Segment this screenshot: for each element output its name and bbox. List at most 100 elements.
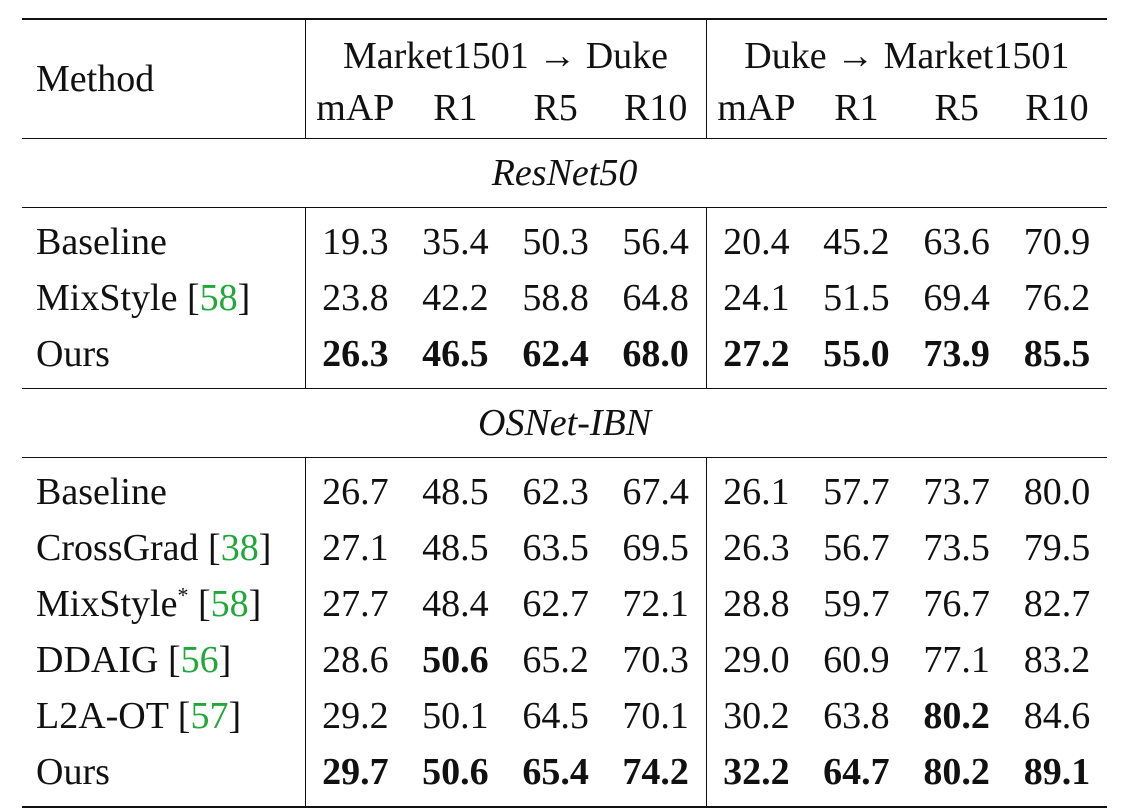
value-cell: 56.4 bbox=[605, 207, 707, 270]
value-cell: 51.5 bbox=[823, 277, 890, 319]
method-name: Ours bbox=[36, 333, 110, 375]
table-row: DDAIG [56] 28.6 50.6 65.2 70.3 29.0 60.9 77.1 83… bbox=[22, 632, 1107, 688]
value-cell: 73.7 bbox=[906, 457, 1007, 520]
metric-header: R10 bbox=[623, 87, 688, 129]
value-cell: 63.8 bbox=[823, 695, 890, 737]
method-superscript: * bbox=[177, 582, 189, 608]
value-cell: 28.6 bbox=[304, 632, 406, 688]
value-cell: 77.1 bbox=[923, 639, 990, 681]
value-cell: 84.6 bbox=[1023, 695, 1091, 737]
method-cell: L2A-OT [57] bbox=[36, 695, 242, 737]
value-cell: 76.7 bbox=[923, 583, 990, 625]
value-cell: 30.2 bbox=[705, 688, 807, 744]
table-row: Baseline 26.7 48.5 62.3 67.4 26.1 57.7 73.7 80.0 bbox=[22, 457, 1108, 520]
table-row: CrossGrad [38] 27.1 48.5 63.5 69.5 26.3 56.7 73… bbox=[22, 520, 1107, 576]
metric-header: R5 bbox=[533, 87, 578, 129]
value-cell: 73.5 bbox=[923, 527, 990, 569]
citation-link[interactable]: 58 bbox=[210, 583, 249, 625]
citation-link[interactable]: 57 bbox=[190, 695, 229, 737]
value-cell: 72.1 bbox=[622, 583, 689, 625]
table-row: Baseline 19.3 35.4 50.3 56.4 20.4 45.2 63.6 70.9 bbox=[22, 207, 1108, 270]
section-title: OSNet-IBN bbox=[22, 388, 1108, 458]
results-table: Method Market1501 → Duke Duke → Market15… bbox=[22, 18, 1108, 808]
metric-header: R1 bbox=[834, 87, 879, 129]
method-name: Ours bbox=[36, 751, 110, 793]
value-cell: 76.2 bbox=[1023, 277, 1091, 319]
value-cell: 60.9 bbox=[823, 639, 890, 681]
value-cell: 26.3 bbox=[705, 520, 807, 576]
header-row-groups: Method Market1501 → Duke Duke → Market15… bbox=[22, 18, 1108, 139]
value-cell: 23.8 bbox=[304, 270, 406, 326]
table-row: Ours 29.7 50.6 65.4 74.2 32.2 64.7 80.2 89.1 bbox=[22, 744, 1108, 808]
method-name: CrossGrad bbox=[36, 527, 199, 569]
metric-header: mAP bbox=[705, 78, 807, 139]
value-cell: 48.4 bbox=[422, 583, 489, 625]
value-cell: 56.7 bbox=[823, 527, 890, 569]
method-cell: Ours bbox=[22, 744, 305, 808]
value-cell: 27.2 bbox=[705, 326, 807, 389]
citation-link[interactable]: 58 bbox=[199, 277, 238, 319]
value-cell: 65.2 bbox=[522, 639, 589, 681]
value-cell: 48.5 bbox=[405, 457, 506, 520]
table-row: MixStyle [58] 23.8 42.2 58.8 64.8 24.1 51.5 69.… bbox=[22, 270, 1107, 326]
value-cell: 70.1 bbox=[622, 695, 689, 737]
value-cell: 85.5 bbox=[1023, 333, 1091, 375]
value-cell: 26.1 bbox=[705, 457, 807, 520]
value-cell: 79.5 bbox=[1023, 527, 1091, 569]
value-cell: 64.7 bbox=[806, 744, 907, 808]
value-cell: 62.7 bbox=[522, 583, 589, 625]
value-cell: 45.2 bbox=[806, 207, 907, 270]
value-cell: 19.3 bbox=[304, 207, 406, 270]
metric-header: R5 bbox=[934, 87, 979, 129]
method-cell: DDAIG [56] bbox=[36, 639, 232, 681]
value-cell: 74.2 bbox=[605, 744, 707, 808]
value-cell: 63.5 bbox=[522, 527, 589, 569]
method-cell: Baseline bbox=[22, 457, 305, 520]
citation-link[interactable]: 56 bbox=[180, 639, 219, 681]
value-cell: 29.2 bbox=[304, 688, 406, 744]
value-cell: 48.5 bbox=[422, 527, 489, 569]
table-row: L2A-OT [57] 29.2 50.1 64.5 70.1 30.2 63.8 80.2 8… bbox=[22, 688, 1107, 744]
table-body: ResNet50 Baseline 19.3 35.4 50.3 56.4 20.4 45.2… bbox=[22, 138, 1108, 808]
value-cell: 80.0 bbox=[1006, 457, 1108, 520]
method-name: DDAIG bbox=[36, 639, 159, 681]
value-cell: 89.1 bbox=[1006, 744, 1108, 808]
value-cell: 57.7 bbox=[806, 457, 907, 520]
value-cell: 67.4 bbox=[605, 457, 707, 520]
method-name: MixStyle bbox=[36, 583, 178, 625]
results-table-container: Method Market1501 → Duke Duke → Market15… bbox=[22, 18, 1108, 808]
value-cell: 69.4 bbox=[923, 277, 990, 319]
value-cell: 70.3 bbox=[622, 639, 689, 681]
value-cell: 80.2 bbox=[906, 744, 1007, 808]
method-name: L2A-OT bbox=[36, 695, 169, 737]
value-cell: 50.6 bbox=[405, 744, 506, 808]
value-cell: 80.2 bbox=[923, 695, 990, 737]
table-header: Method Market1501 → Duke Duke → Market15… bbox=[22, 18, 1108, 139]
method-name: MixStyle bbox=[36, 277, 178, 319]
group-header-market-to-duke: Market1501 → Duke bbox=[304, 18, 707, 78]
value-cell: 64.8 bbox=[622, 277, 689, 319]
method-cell: MixStyle [58] bbox=[36, 277, 251, 319]
value-cell: 73.9 bbox=[923, 333, 990, 375]
value-cell: 26.7 bbox=[304, 457, 406, 520]
metric-header: R10 bbox=[1025, 87, 1089, 129]
method-cell: MixStyle* [58] bbox=[36, 582, 262, 625]
value-cell: 32.2 bbox=[705, 744, 807, 808]
value-cell: 29.7 bbox=[304, 744, 406, 808]
metric-header: mAP bbox=[304, 78, 406, 139]
value-cell: 29.0 bbox=[705, 632, 807, 688]
value-cell: 62.3 bbox=[505, 457, 606, 520]
citation-link[interactable]: 38 bbox=[220, 527, 259, 569]
header-row-metrics: mAP R1 R5 R10 mAP R1 R5 R10 bbox=[22, 78, 1107, 139]
value-cell: 69.5 bbox=[622, 527, 689, 569]
section-row: OSNet-IBN bbox=[22, 388, 1108, 458]
value-cell: 63.6 bbox=[906, 207, 1007, 270]
value-cell: 65.4 bbox=[505, 744, 606, 808]
section-title: ResNet50 bbox=[22, 138, 1108, 208]
value-cell: 27.1 bbox=[304, 520, 406, 576]
group-header-duke-to-market: Duke → Market1501 bbox=[705, 18, 1108, 78]
value-cell: 64.5 bbox=[522, 695, 589, 737]
value-cell: 20.4 bbox=[705, 207, 807, 270]
table-row: Ours 26.3 46.5 62.4 68.0 27.2 55.0 73.9 85.5 bbox=[22, 326, 1107, 389]
value-cell: 50.6 bbox=[422, 639, 489, 681]
